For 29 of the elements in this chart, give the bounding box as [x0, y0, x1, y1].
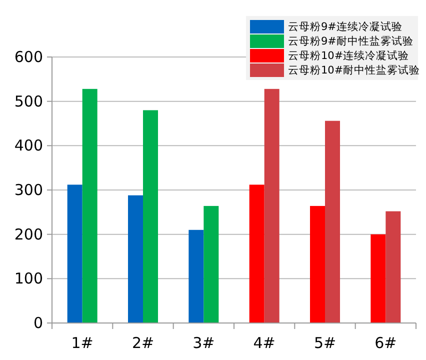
y-tick-label: 300 [14, 181, 43, 199]
x-tick-label: 6# [374, 334, 397, 352]
x-tick-label: 2# [132, 334, 154, 352]
y-tick-label: 500 [14, 92, 43, 110]
legend-label: 云母粉9#耐中性盐雾试验 [288, 34, 414, 48]
x-tick-label: 1# [71, 334, 94, 352]
bar [325, 120, 340, 323]
bar [128, 195, 143, 323]
bar [310, 206, 325, 323]
legend-label: 云母粉10#连续冷凝试验 [288, 49, 410, 62]
bar [249, 184, 264, 323]
y-tick-label: 600 [14, 48, 43, 66]
y-tick-label: 100 [14, 270, 43, 288]
x-tick-label: 4# [253, 334, 276, 352]
y-tick-label: 400 [14, 136, 43, 155]
bar [386, 211, 401, 323]
bar [264, 88, 280, 323]
y-tick-label: 200 [14, 225, 43, 244]
legend-label: 云母粉10#耐中性盐雾试验 [288, 64, 420, 76]
bar [82, 88, 98, 323]
bar [204, 206, 219, 323]
bar [188, 230, 204, 323]
x-tick-label: 3# [192, 334, 215, 352]
bar [370, 234, 386, 323]
bar [67, 184, 82, 323]
x-tick-label: 5# [314, 334, 336, 352]
bar [143, 110, 158, 323]
legend-label: 云母粉9#连续冷凝试验 [288, 20, 402, 33]
y-tick-label: 0 [33, 314, 43, 332]
